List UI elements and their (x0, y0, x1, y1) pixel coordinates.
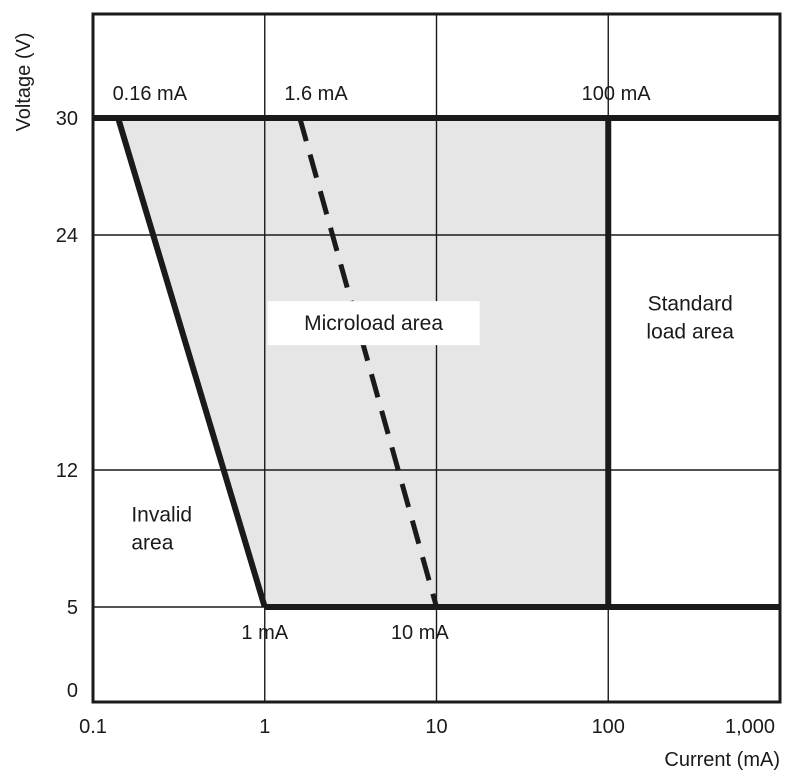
plot-frame (91, 12, 782, 704)
current-annotation: 10 mA (391, 622, 449, 644)
region-label-line: load area (646, 320, 734, 343)
current-annotation: 0.16 mA (113, 83, 188, 105)
x-tick-label: 0.1 (79, 716, 107, 738)
x-axis-ticks: 0.1 1 10 100 1,000 (79, 716, 775, 738)
y-tick-label: 0 (67, 680, 78, 702)
x-tick-label: 10 (425, 716, 447, 738)
microload-shaded-region (118, 118, 609, 607)
current-annotation: 100 mA (582, 83, 652, 105)
plot-border (91, 12, 782, 704)
y-tick-label: 24 (56, 225, 78, 247)
solid-boundary-line (115, 117, 268, 608)
y-tick-label: 5 (67, 597, 78, 619)
dashed-boundary-line (297, 117, 439, 608)
y-axis-ticks: 0 5 12 24 30 (56, 108, 78, 702)
microload-label-box (267, 301, 480, 346)
current-annotation: 1.6 mA (284, 83, 348, 105)
region-label-line: Standard (648, 292, 733, 315)
current-annotation: 1 mA (241, 622, 288, 644)
annotations: 0.16 mA 1.6 mA 100 mA 1 mA 10 mA (113, 83, 652, 644)
microload-area-fill (118, 118, 609, 607)
y-tick-label: 30 (56, 108, 78, 130)
region-label-line: area (131, 532, 173, 555)
region-labels: Microload area Standard load area Invalid ar… (131, 292, 734, 554)
x-tick-label: 1 (259, 716, 270, 738)
x-axis-title: Current (mA) (664, 749, 780, 771)
x-tick-label: 1,000 (725, 716, 775, 738)
x-tick-label: 100 (592, 716, 625, 738)
region-label-line: Microload area (304, 312, 443, 335)
boundary-lines (93, 115, 780, 610)
y-axis-title: Voltage (V) (13, 33, 35, 132)
y-tick-label: 12 (56, 460, 78, 482)
region-label-line: Invalid (131, 504, 192, 527)
